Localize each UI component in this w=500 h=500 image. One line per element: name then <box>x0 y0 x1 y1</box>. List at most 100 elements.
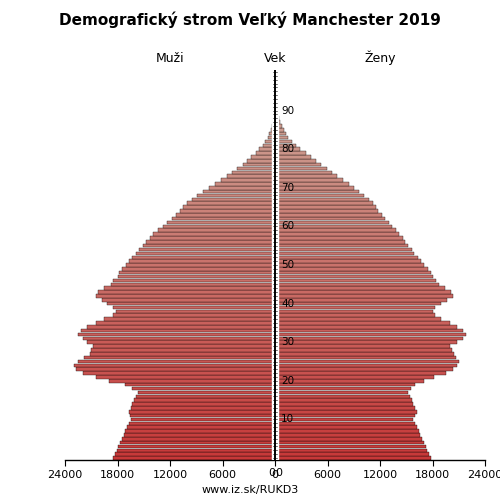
Bar <box>275 120 280 124</box>
Text: 10: 10 <box>281 414 294 424</box>
Bar <box>130 414 275 418</box>
Bar <box>275 383 415 386</box>
Bar <box>275 206 376 209</box>
Bar <box>275 155 311 158</box>
Bar <box>110 282 275 286</box>
Bar <box>275 271 431 274</box>
Bar <box>130 406 275 409</box>
Bar <box>163 224 275 228</box>
Bar <box>275 310 432 313</box>
Bar <box>275 128 283 132</box>
Bar <box>275 379 424 382</box>
Bar <box>275 360 459 364</box>
Bar <box>275 202 373 205</box>
Bar <box>82 336 275 340</box>
Bar <box>129 422 275 425</box>
Bar <box>150 236 275 240</box>
Bar <box>275 198 368 201</box>
Bar <box>116 310 275 313</box>
Bar <box>270 128 275 132</box>
Bar <box>96 294 275 298</box>
Bar <box>227 174 275 178</box>
Bar <box>146 240 275 244</box>
Bar <box>130 418 275 421</box>
Bar <box>275 344 450 348</box>
Text: Muži: Muži <box>156 52 184 65</box>
Bar <box>275 418 413 421</box>
Bar <box>275 220 389 224</box>
Text: www.iz.sk/RUKD3: www.iz.sk/RUKD3 <box>202 485 298 495</box>
Bar <box>275 410 417 414</box>
Bar <box>98 290 275 294</box>
Bar <box>275 456 431 460</box>
Bar <box>232 170 275 174</box>
Bar <box>96 375 275 379</box>
Bar <box>275 275 432 278</box>
Text: 20: 20 <box>281 376 294 386</box>
Bar <box>275 240 406 244</box>
Bar <box>275 209 378 212</box>
Bar <box>259 148 275 151</box>
Bar <box>104 286 275 290</box>
Bar <box>274 116 275 120</box>
Bar <box>275 402 413 406</box>
Bar <box>275 340 457 344</box>
Bar <box>124 433 275 436</box>
Bar <box>275 174 337 178</box>
Bar <box>274 109 275 112</box>
Bar <box>143 244 275 248</box>
Bar <box>275 101 276 104</box>
Text: 80: 80 <box>281 144 294 154</box>
Bar <box>116 448 275 452</box>
Bar <box>275 282 438 286</box>
Bar <box>136 394 275 398</box>
Bar <box>275 414 415 418</box>
Bar <box>93 344 275 348</box>
Bar <box>275 286 445 290</box>
Text: 90: 90 <box>281 106 294 116</box>
Bar <box>186 202 275 205</box>
Text: 0: 0 <box>275 468 282 477</box>
Bar <box>275 390 408 394</box>
Bar <box>197 194 275 198</box>
Bar <box>272 124 275 128</box>
Bar <box>242 163 275 166</box>
Bar <box>132 402 275 406</box>
Bar <box>96 321 275 324</box>
Bar <box>275 109 277 112</box>
Bar <box>275 372 446 375</box>
Bar <box>275 430 418 433</box>
Bar <box>122 267 275 270</box>
Bar <box>275 140 291 143</box>
Bar <box>275 148 300 151</box>
Bar <box>275 252 414 255</box>
Bar <box>129 410 275 414</box>
Bar <box>87 340 275 344</box>
Bar <box>270 132 275 136</box>
Text: 30: 30 <box>281 337 294 347</box>
Bar <box>176 213 275 216</box>
Bar <box>275 144 296 147</box>
Bar <box>275 105 276 108</box>
Bar <box>275 232 399 236</box>
Bar <box>268 136 275 140</box>
Bar <box>275 267 428 270</box>
Bar <box>76 368 275 371</box>
Bar <box>275 97 276 100</box>
Bar <box>134 398 275 402</box>
Bar <box>275 213 382 216</box>
Bar <box>275 290 451 294</box>
Bar <box>238 166 275 170</box>
Bar <box>275 116 279 120</box>
Bar <box>275 394 410 398</box>
Bar <box>275 124 282 128</box>
Bar <box>113 306 275 310</box>
Bar <box>275 352 454 356</box>
Bar <box>126 263 275 267</box>
Bar <box>90 352 275 356</box>
Bar <box>272 70 278 460</box>
Text: 70: 70 <box>281 183 294 193</box>
Text: 40: 40 <box>281 298 294 308</box>
Bar <box>275 321 450 324</box>
Bar <box>275 236 403 240</box>
